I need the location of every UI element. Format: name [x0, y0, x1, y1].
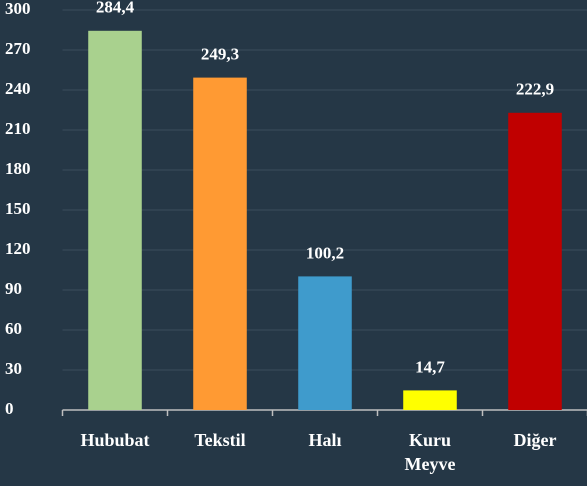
y-tick-label: 270 — [5, 39, 31, 58]
value-label: 284,4 — [96, 0, 135, 17]
y-tick-label: 90 — [5, 279, 22, 298]
value-label: 222,9 — [516, 80, 554, 99]
x-tick-label: Halı — [308, 430, 342, 450]
value-label: 249,3 — [201, 45, 239, 64]
y-tick-label: 120 — [5, 239, 31, 258]
y-tick-label: 300 — [5, 0, 31, 18]
value-label: 100,2 — [306, 243, 344, 262]
y-tick-label: 0 — [5, 399, 14, 418]
y-tick-label: 240 — [5, 79, 31, 98]
bar — [508, 112, 562, 411]
bar — [88, 30, 142, 411]
y-tick-label: 60 — [5, 319, 22, 338]
x-tick-label: Diğer — [513, 430, 557, 450]
x-tick-label: Kuru Meyve — [404, 430, 456, 474]
value-label: 14,7 — [415, 357, 445, 376]
x-tick-label: Tekstil — [194, 430, 246, 450]
y-tick-label: 210 — [5, 119, 31, 138]
bar — [298, 276, 352, 410]
x-tick-label: Hububat — [80, 430, 150, 450]
bar — [403, 390, 457, 410]
y-tick-label: 150 — [5, 199, 31, 218]
y-tick-label: 30 — [5, 359, 22, 378]
bar — [193, 77, 247, 410]
y-tick-label: 180 — [5, 159, 31, 178]
